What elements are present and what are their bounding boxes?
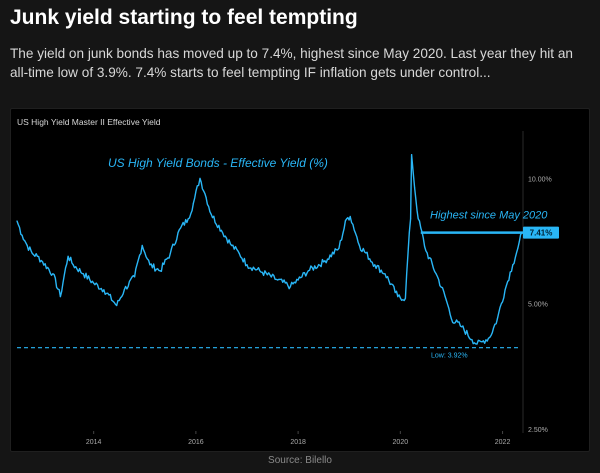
data-point xyxy=(417,218,419,220)
data-point xyxy=(411,154,413,156)
data-point xyxy=(231,244,233,247)
data-point xyxy=(384,273,386,275)
x-tick-label: 2016 xyxy=(188,439,204,446)
chart-panel-title: US High Yield Master II Effective Yield xyxy=(17,117,161,127)
data-point xyxy=(261,271,263,273)
data-point xyxy=(21,234,23,236)
data-point xyxy=(36,255,38,257)
data-point xyxy=(141,244,143,247)
data-point xyxy=(134,276,136,278)
data-point xyxy=(205,196,207,199)
chart-title: US High Yield Bonds - Effective Yield (%… xyxy=(108,156,328,170)
chart-panel: US High Yield Master II Effective Yield … xyxy=(10,108,590,452)
data-point xyxy=(289,285,291,288)
y-tick-label: 2.50% xyxy=(528,427,548,434)
data-point xyxy=(187,218,189,220)
data-point xyxy=(192,203,194,205)
data-point xyxy=(374,264,376,266)
x-tick-label: 2022 xyxy=(495,439,511,446)
data-point xyxy=(16,220,18,222)
data-point xyxy=(461,326,463,328)
data-point xyxy=(504,289,506,291)
data-point xyxy=(199,177,201,179)
series-line xyxy=(16,154,523,345)
data-point xyxy=(346,218,348,220)
annotation-low-label: Low: 3.92% xyxy=(431,353,468,360)
data-point xyxy=(445,299,447,301)
data-point xyxy=(414,187,416,189)
data-point xyxy=(123,289,125,291)
data-point xyxy=(496,318,498,320)
data-point xyxy=(52,273,54,275)
source-credit: Source: Bilello xyxy=(268,455,332,466)
data-point xyxy=(517,247,519,249)
data-point xyxy=(42,261,44,263)
y-tick-label: 5.00% xyxy=(528,302,548,309)
x-tick-label: 2020 xyxy=(393,439,409,446)
data-point xyxy=(358,244,360,247)
data-point xyxy=(169,252,171,255)
data-point xyxy=(410,218,412,220)
data-point xyxy=(512,264,514,266)
data-point xyxy=(450,318,452,320)
data-point xyxy=(72,264,74,266)
data-point xyxy=(67,255,69,257)
data-point xyxy=(93,282,95,284)
data-point xyxy=(82,273,84,275)
current-value-badge xyxy=(523,226,559,239)
yield-chart: 10.00%7.50%5.00%2.50%2014201620182020202… xyxy=(16,131,559,446)
data-point xyxy=(471,339,473,341)
data-point xyxy=(149,264,151,266)
data-point xyxy=(210,213,212,215)
data-point xyxy=(481,341,483,343)
data-point xyxy=(349,215,351,218)
page-title: Junk yield starting to feel tempting xyxy=(10,6,358,29)
data-point xyxy=(238,252,240,255)
data-point xyxy=(425,250,427,252)
x-tick-label: 2018 xyxy=(290,439,306,446)
data-point xyxy=(397,296,399,298)
data-point xyxy=(59,296,62,298)
data-point xyxy=(338,247,340,249)
data-point xyxy=(180,227,182,229)
y-tick-label: 10.00% xyxy=(528,176,552,183)
data-point xyxy=(435,273,437,275)
data-point xyxy=(297,279,299,281)
data-point xyxy=(220,229,222,231)
page-subtitle: The yield on junk bonds has moved up to … xyxy=(10,46,573,80)
data-point xyxy=(159,270,161,272)
data-point xyxy=(277,279,279,281)
data-point xyxy=(246,264,248,266)
data-point xyxy=(476,343,478,345)
data-point xyxy=(404,297,406,299)
data-point xyxy=(489,336,491,338)
x-tick-label: 2014 xyxy=(86,439,102,446)
data-point xyxy=(26,244,28,247)
data-point xyxy=(323,261,325,263)
data-point xyxy=(103,289,105,291)
annotation-highest-label: Highest since May 2020 xyxy=(430,210,548,222)
data-point xyxy=(307,270,309,272)
data-point xyxy=(116,304,118,307)
data-point xyxy=(31,252,33,255)
current-value-label: 7.41% xyxy=(530,229,553,238)
